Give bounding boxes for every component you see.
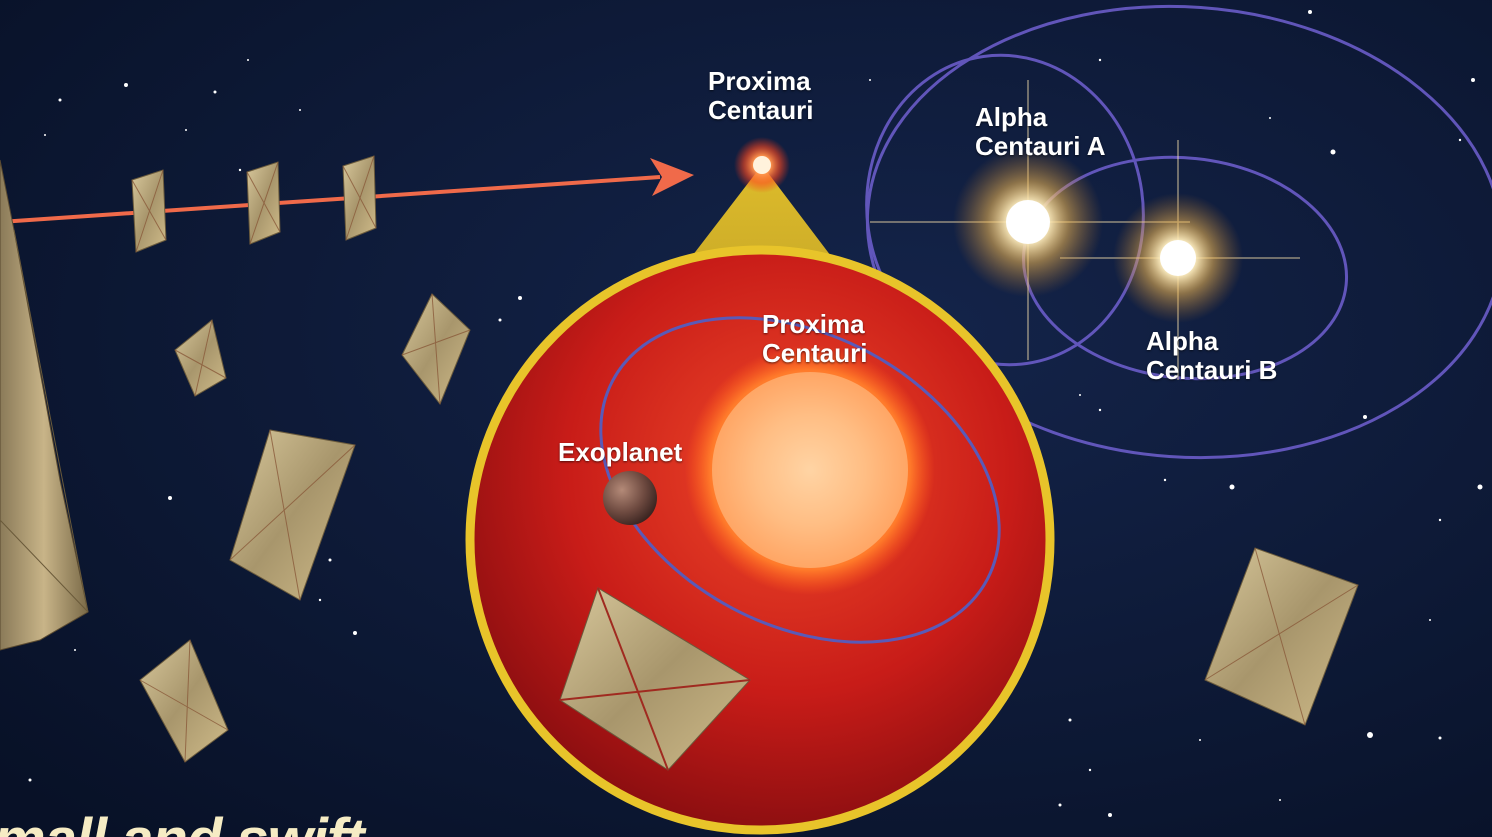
label-proxima-centauri: Proxima Centauri xyxy=(708,66,814,125)
inset-view xyxy=(465,245,1055,835)
label-alpha-centauri-a: Alpha Centauri A xyxy=(975,102,1106,161)
exoplanet-icon xyxy=(603,471,657,525)
label-alpha-centauri-b: Alpha Centauri B xyxy=(1146,326,1278,385)
light-sail-icon xyxy=(559,587,751,771)
trajectory-arrow xyxy=(0,158,694,224)
label-proxima-inset: Proxima Centauri xyxy=(762,309,868,368)
headline-caption: mall and swift xyxy=(0,806,365,837)
binary-orbits xyxy=(865,4,1492,460)
star-glow-icon xyxy=(734,80,1300,380)
large-light-sail-icon xyxy=(0,159,89,651)
starfield xyxy=(28,10,1483,817)
label-exoplanet: Exoplanet xyxy=(558,437,683,467)
